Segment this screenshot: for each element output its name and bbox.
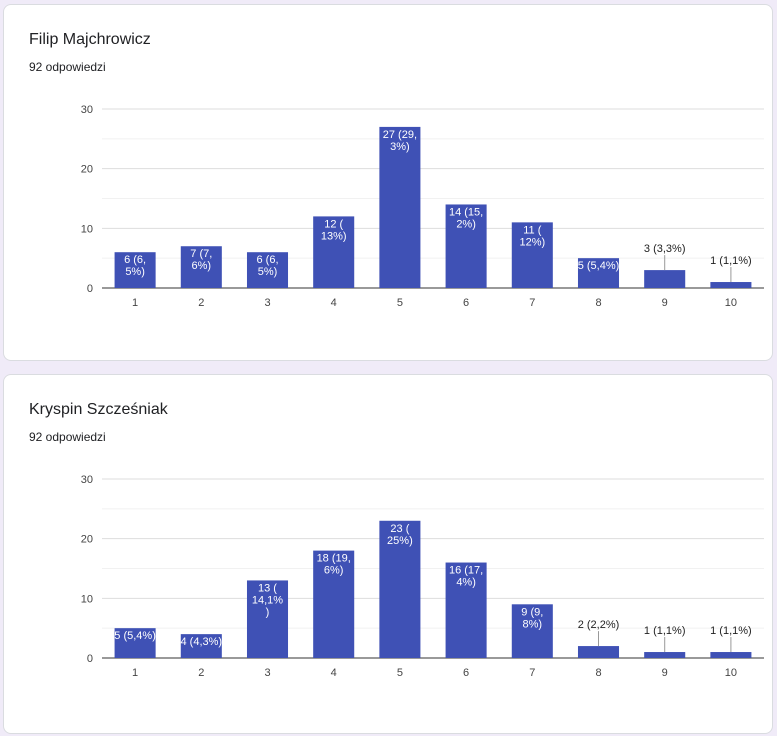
- data-label: 7 (7, 6%): [190, 248, 212, 272]
- data-label: 11 (12%): [519, 224, 545, 248]
- data-label: 1 (1,1%): [710, 625, 752, 637]
- x-tick-label: 9: [662, 297, 668, 309]
- data-label: 23 (25%): [387, 523, 413, 547]
- bar-chart: 0 10 20 30 1 6 (6, 5%) 2 7 (7, 6%) 3 6 (6, 5%) 4 12 (1…: [81, 104, 764, 309]
- y-tick-label: 30: [81, 104, 93, 116]
- x-tick-label: 3: [264, 297, 270, 309]
- bar-chart: 0 10 20 30 1 5 (5,4%) 2 4 (4,3%) 3 13 (14,1%) 4 18 …: [81, 474, 764, 679]
- x-tick-label: 5: [397, 667, 403, 679]
- data-label: 18 (19, 6%): [317, 553, 351, 577]
- data-label: 12 (13%): [321, 218, 347, 242]
- x-tick-label: 7: [529, 297, 535, 309]
- x-tick-label: 10: [725, 297, 737, 309]
- response-count: 92 odpowiedzi: [29, 430, 106, 444]
- x-tick-label: 4: [331, 297, 337, 309]
- bar[interactable]: [313, 550, 355, 658]
- y-tick-label: 10: [81, 223, 93, 235]
- bar[interactable]: [511, 222, 553, 288]
- x-tick-label: 3: [264, 667, 270, 679]
- bar[interactable]: [445, 562, 487, 658]
- data-label: 1 (1,1%): [710, 255, 752, 267]
- question-card-kryspin: Kryspin Szcześniak 92 odpowiedzi 0 10 20 30…: [3, 374, 773, 734]
- x-tick-label: 5: [397, 297, 403, 309]
- x-tick-label: 8: [595, 667, 601, 679]
- x-tick-label: 2: [198, 297, 204, 309]
- x-tick-label: 6: [463, 667, 469, 679]
- bar[interactable]: [313, 216, 355, 288]
- x-tick-label: 10: [725, 667, 737, 679]
- bar[interactable]: [114, 628, 156, 658]
- data-label: 16 (17, 4%): [449, 565, 483, 589]
- bar[interactable]: [511, 604, 553, 658]
- question-title: Kryspin Szcześniak: [29, 401, 168, 418]
- y-tick-label: 20: [81, 534, 93, 546]
- question-title: Filip Majchrowicz: [29, 31, 151, 48]
- bar[interactable]: [246, 580, 289, 658]
- data-label: 5 (5,4%): [578, 260, 620, 272]
- data-label: 27 (29, 3%): [383, 129, 417, 153]
- bar[interactable]: [445, 204, 487, 288]
- x-tick-label: 7: [529, 667, 535, 679]
- y-tick-label: 0: [87, 653, 93, 665]
- y-tick-label: 30: [81, 474, 93, 486]
- x-tick-label: 4: [331, 667, 337, 679]
- question-card-filip: Filip Majchrowicz 92 odpowiedzi 0 10 20 30 1…: [3, 4, 773, 361]
- x-tick-label: 9: [662, 667, 668, 679]
- data-label: 6 (6, 5%): [124, 254, 146, 278]
- y-tick-label: 20: [81, 164, 93, 176]
- bar[interactable]: [710, 282, 752, 288]
- x-tick-label: 1: [132, 297, 138, 309]
- bar[interactable]: [379, 520, 421, 658]
- data-label: 6 (6, 5%): [256, 254, 278, 278]
- bar[interactable]: [246, 252, 289, 288]
- y-tick-label: 10: [81, 593, 93, 605]
- data-label: 2 (2,2%): [578, 619, 620, 631]
- x-tick-label: 6: [463, 297, 469, 309]
- data-label: 9 (9, 8%): [521, 606, 543, 630]
- bar[interactable]: [644, 652, 686, 658]
- data-label: 13 (14,1%): [252, 582, 283, 618]
- response-count: 92 odpowiedzi: [29, 60, 106, 74]
- bar[interactable]: [644, 270, 686, 288]
- bar[interactable]: [710, 652, 752, 658]
- data-label: 14 (15, 2%): [449, 206, 483, 230]
- x-tick-label: 1: [132, 667, 138, 679]
- bar[interactable]: [114, 252, 156, 288]
- data-label: 5 (5,4%): [114, 630, 156, 642]
- bar[interactable]: [577, 646, 620, 658]
- bar[interactable]: [379, 126, 421, 289]
- data-label: 3 (3,3%): [644, 243, 686, 255]
- data-label: 4 (4,3%): [181, 636, 223, 648]
- x-tick-label: 2: [198, 667, 204, 679]
- bar[interactable]: [180, 246, 222, 288]
- data-label: 1 (1,1%): [644, 625, 686, 637]
- bar[interactable]: [577, 258, 620, 288]
- x-tick-label: 8: [595, 297, 601, 309]
- bar[interactable]: [180, 634, 222, 658]
- y-tick-label: 0: [87, 283, 93, 295]
